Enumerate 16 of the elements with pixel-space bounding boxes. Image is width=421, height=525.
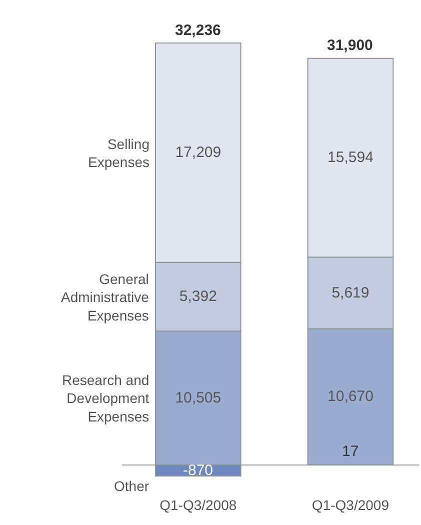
series-label: Other bbox=[114, 478, 150, 494]
series-label: General Administrative Expenses bbox=[61, 271, 150, 324]
series-label: Selling Expenses bbox=[88, 136, 150, 170]
x-tick-label: Q1-Q3/2008 bbox=[160, 497, 237, 513]
data-label: 5,392 bbox=[179, 288, 217, 306]
total-label: 31,900 bbox=[327, 37, 373, 54]
data-label: 15,594 bbox=[328, 149, 374, 166]
data-label: 5,619 bbox=[332, 284, 370, 302]
total-label: 32,236 bbox=[175, 22, 221, 39]
data-label: 17 bbox=[342, 443, 359, 460]
data-label: 10,505 bbox=[175, 389, 222, 406]
x-tick-label: Q1-Q3/2009 bbox=[312, 497, 390, 513]
data-label: 17,209 bbox=[175, 144, 222, 162]
series-label: Research and Development Expenses bbox=[62, 372, 150, 424]
data-label: 10,670 bbox=[328, 388, 374, 406]
data-label: -870 bbox=[183, 462, 214, 479]
